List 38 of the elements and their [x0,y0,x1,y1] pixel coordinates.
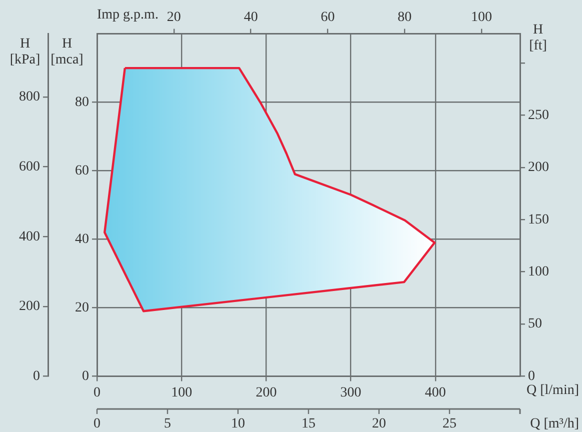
y2-tick-label: 50 [528,316,542,332]
x2-tick-label: 40 [244,10,258,26]
y3-tick-label: 400 [19,229,40,244]
y2-tick-label: 250 [528,108,549,123]
y-tick-label: 0 [82,368,89,384]
y2-tick-label: 0 [528,368,535,384]
x2-tick-label: 20 [166,10,181,26]
text: 15 [302,416,316,432]
x-tick-label: 400 [424,385,446,400]
x2-tick-label: 60 [320,10,335,26]
x-tick-label: 200 [256,385,277,400]
text: 5 [164,416,171,432]
y3-tick-label: 0 [33,368,40,384]
text: 20 [372,416,386,432]
y2-axis-title: H [ft] [529,22,547,54]
x-tick-label: 300 [340,385,362,400]
y2-tick-label: 100 [528,264,549,280]
text: 10 [231,416,245,432]
y3-axis-title: H [kPa] [10,36,40,68]
x2-axis-title: Imp g.p.m. [97,8,158,23]
y-axis-title: H [mca] [50,36,84,68]
text: 25 [442,416,456,432]
y2-tick-label: 200 [528,160,549,176]
x2-tick-label: 80 [398,10,412,26]
y-tick-label: 20 [75,300,89,316]
y2-tick-label: 150 [528,212,549,228]
y-tick-label: 40 [75,232,89,247]
y3-tick-label: 200 [19,299,40,314]
y3-tick-label: 600 [19,159,40,174]
x-tick-label: 100 [171,385,192,400]
x-axis-title: Q [l/min] [526,382,579,398]
x2-tick-label: 100 [471,10,492,26]
text: 0 [94,416,100,432]
y3-tick-label: 800 [19,90,40,105]
x-tick-label: 0 [94,385,100,400]
y-tick-label: 80 [75,94,89,110]
y-tick-label: 60 [75,163,89,178]
text: Q [m³/h] [530,416,579,432]
